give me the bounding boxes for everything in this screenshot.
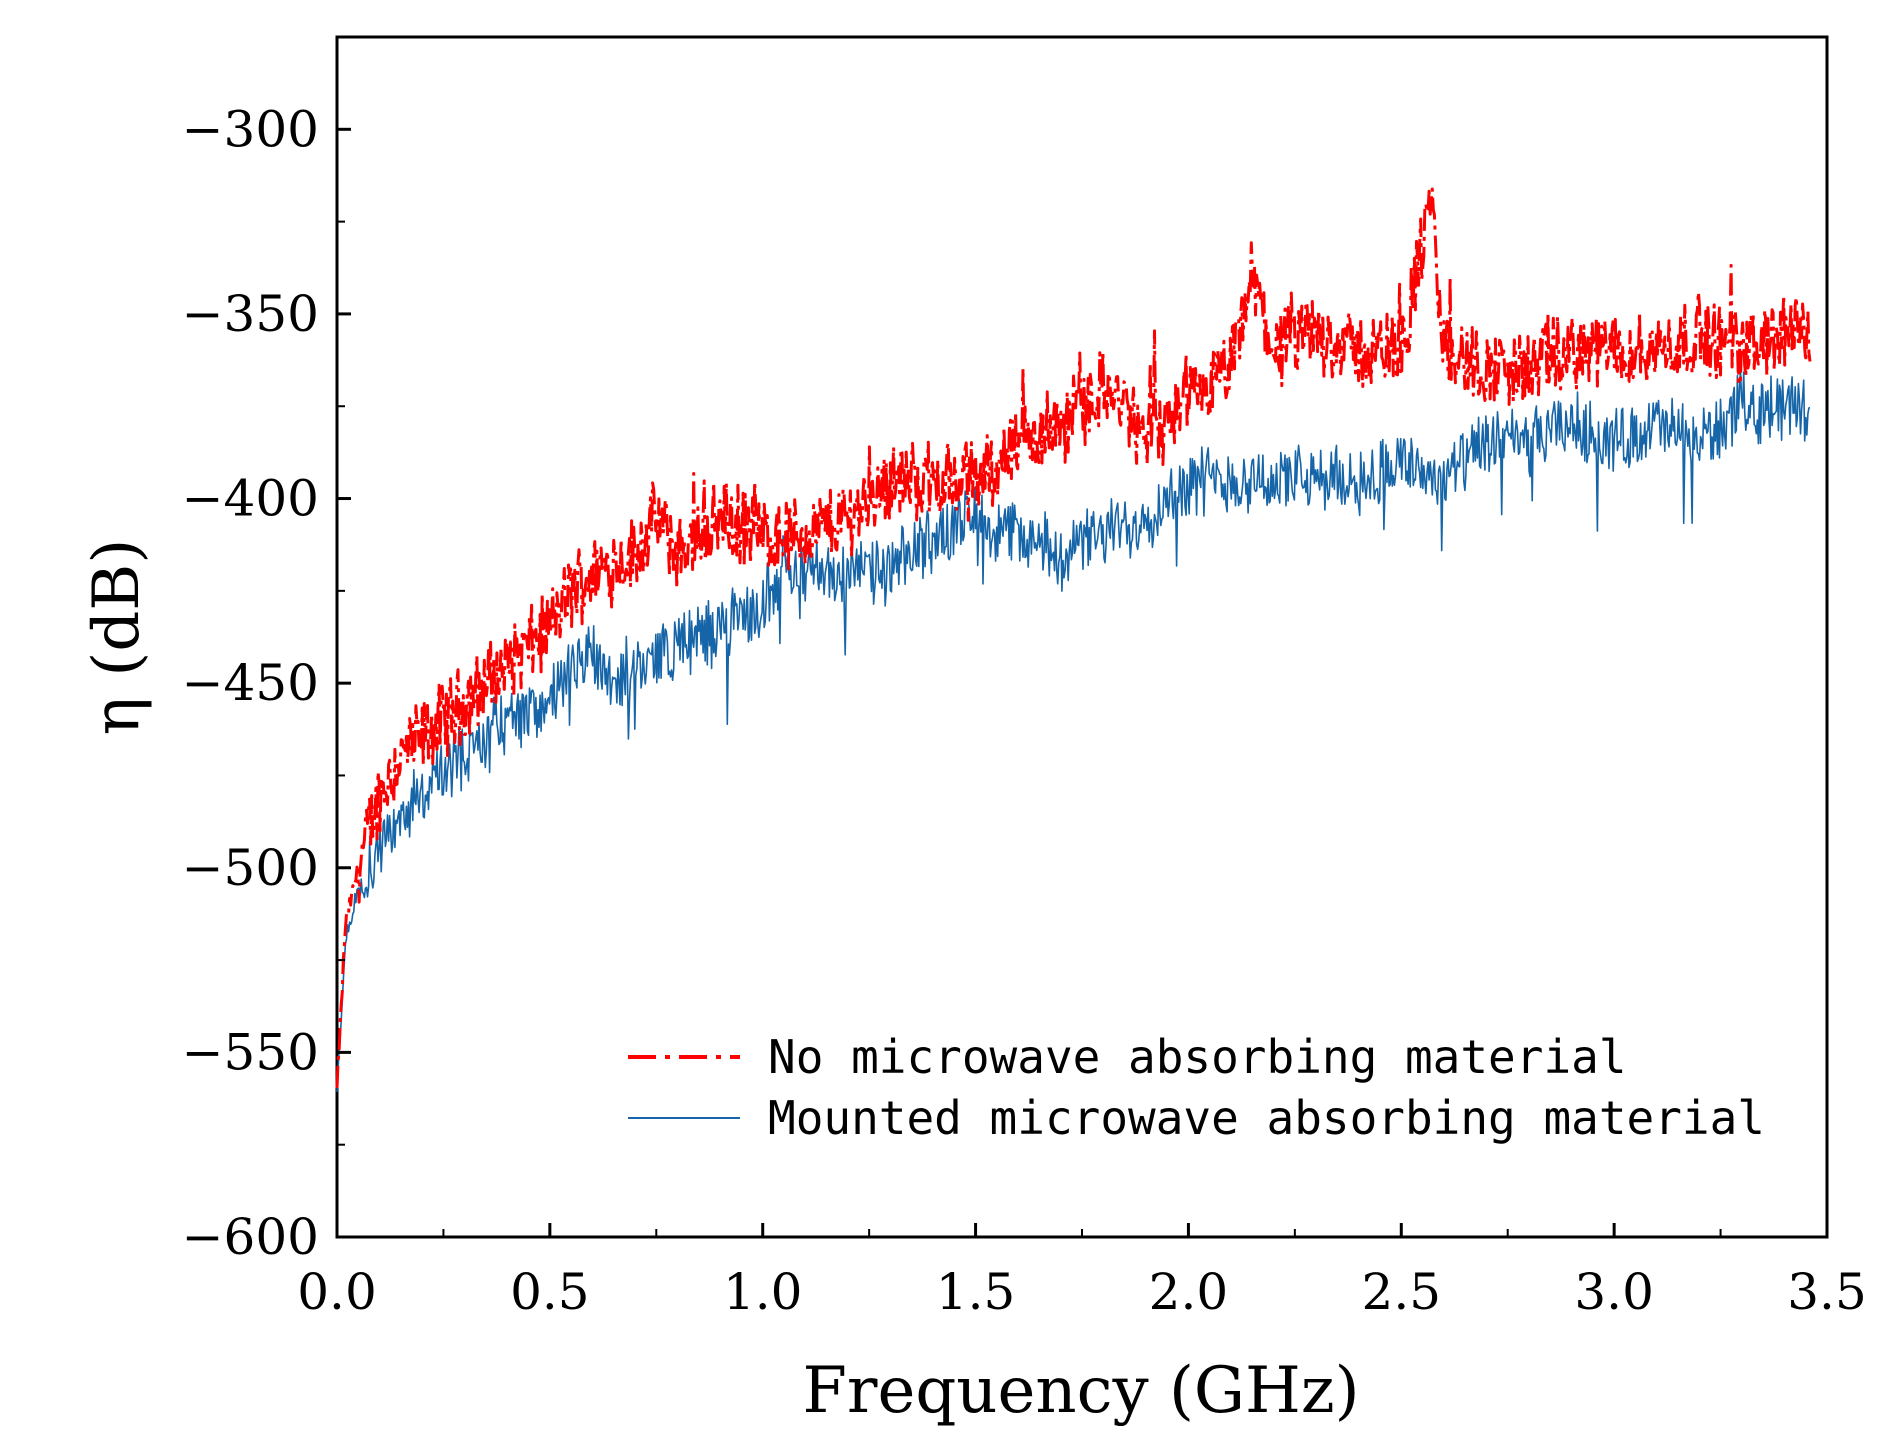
x-tick-label: 2.0 [1149, 1263, 1229, 1321]
y-tick-label: −300 [182, 100, 319, 158]
series-line-no-absorber [335, 187, 1812, 1088]
y-tick-label: −600 [182, 1208, 319, 1266]
x-tick-label: 3.0 [1574, 1263, 1654, 1321]
y-axis-title: η (dB) [80, 539, 154, 736]
legend-label-no-absorber: No microwave absorbing material [768, 1030, 1627, 1084]
x-tick-label: 0.5 [510, 1263, 590, 1321]
x-tick-label: 0.0 [297, 1263, 377, 1321]
series-layer [335, 187, 1812, 1093]
y-tick-label: −350 [182, 285, 319, 343]
series-line-mounted-absorber [336, 370, 1811, 1093]
x-axis-title: Frequency (GHz) [802, 1354, 1359, 1428]
legend-label-mounted-absorber: Mounted microwave absorbing material [768, 1091, 1765, 1145]
y-tick-label: −500 [182, 839, 319, 897]
axis-layer: 0.0 0.5 1.0 1.5 2.0 2.5 3.0 3.5 −300 −350 −400 −450… [182, 100, 1867, 1321]
x-tick-label: 2.5 [1362, 1263, 1442, 1321]
x-tick-label: 3.5 [1787, 1263, 1867, 1321]
y-tick-label: −450 [182, 654, 319, 712]
legend: No microwave absorbing material Mounted … [628, 1030, 1765, 1145]
y-tick-label: −550 [182, 1023, 319, 1081]
x-tick-label: 1.0 [723, 1263, 803, 1321]
x-tick-label: 1.5 [936, 1263, 1016, 1321]
y-tick-label: −400 [182, 470, 319, 528]
